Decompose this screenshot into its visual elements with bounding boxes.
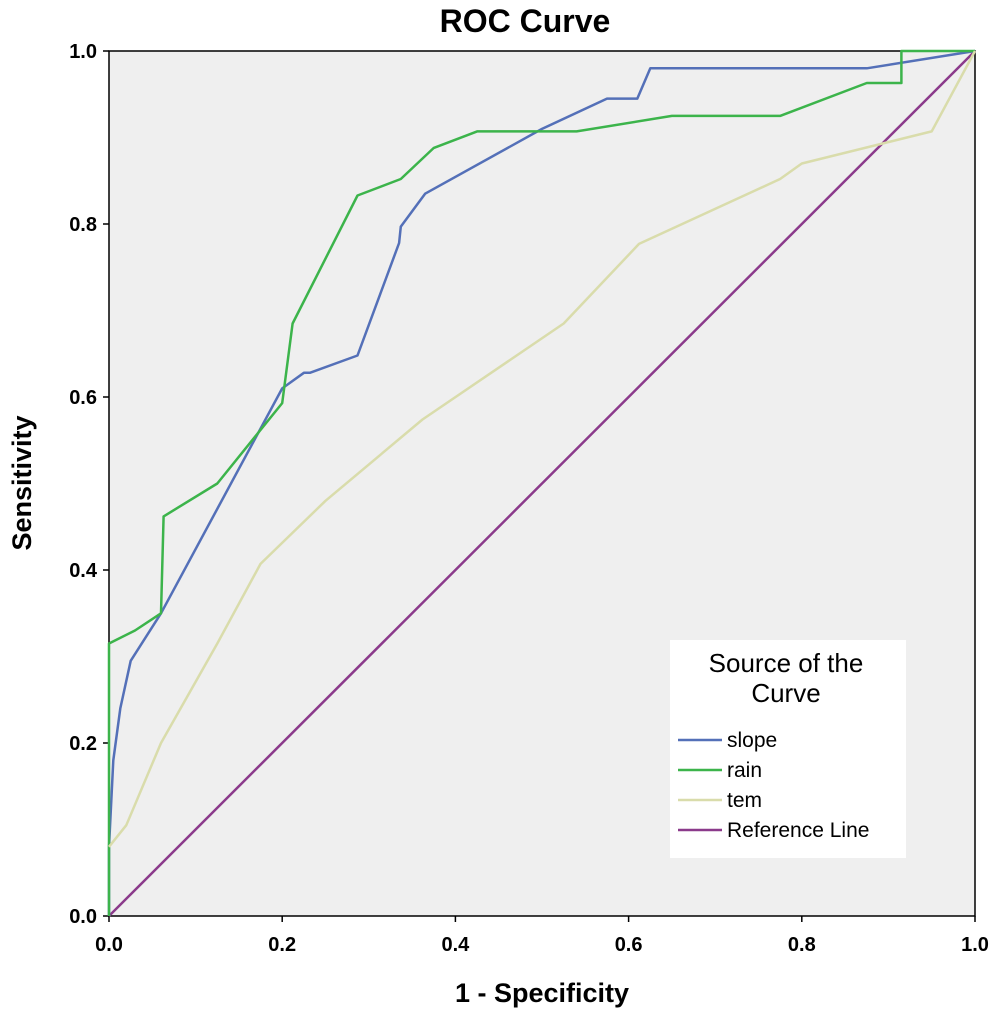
x-axis-ticks: 0.0 0.2 0.4 0.6 0.8 1.0 xyxy=(95,916,989,956)
series-line-tem xyxy=(108,50,977,848)
x-tick-label: 1.0 xyxy=(961,934,989,956)
y-tick-label: 1.0 xyxy=(69,41,97,63)
y-axis-title: Sensitivity xyxy=(7,415,37,550)
y-tick-label: 0.4 xyxy=(69,560,98,582)
x-tick-label: 0.0 xyxy=(95,934,123,956)
x-tick-label: 0.6 xyxy=(615,934,643,956)
legend-title-line-1: Source of the xyxy=(709,648,864,678)
legend-label-tem: tem xyxy=(727,789,762,812)
x-tick-label: 0.4 xyxy=(441,934,470,956)
series-line-reference-line xyxy=(108,50,976,917)
legend-label-reference-line: Reference Line xyxy=(727,819,869,842)
legend-items: slope rain tem Reference Line xyxy=(678,729,869,842)
legend-label-rain: rain xyxy=(727,759,762,782)
y-tick-label: 0.2 xyxy=(69,733,97,755)
x-tick-label: 0.8 xyxy=(788,934,816,956)
x-tick-label: 0.2 xyxy=(268,934,296,956)
legend-label-slope: slope xyxy=(727,729,777,752)
legend-title-line-2: Curve xyxy=(751,678,820,708)
series-line-slope xyxy=(107,49,976,916)
x-axis-title: 1 - Specificity xyxy=(455,978,629,1008)
series-line-rain xyxy=(107,49,975,916)
series-lines xyxy=(107,49,977,917)
y-axis-ticks: 0.0 0.2 0.4 0.6 0.8 1.0 xyxy=(69,41,109,928)
legend-box xyxy=(670,640,906,858)
legend: Source of the Curve slope rain tem Referenc… xyxy=(670,640,906,858)
y-tick-label: 0.6 xyxy=(69,387,97,409)
y-tick-label: 0.0 xyxy=(69,906,97,928)
y-tick-label: 0.8 xyxy=(69,214,97,236)
chart-title: ROC Curve xyxy=(440,3,611,39)
